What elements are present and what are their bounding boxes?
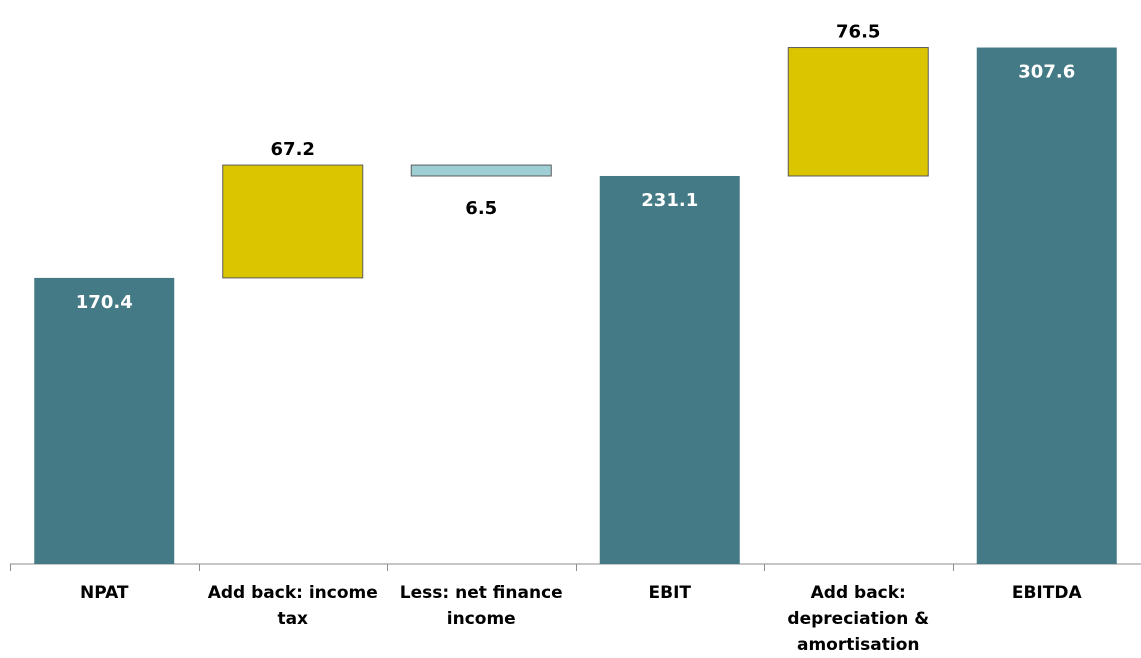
x-tick-label-line: EBIT xyxy=(648,583,692,603)
bar-increase xyxy=(222,164,364,279)
data-label: 307.6 xyxy=(1018,62,1075,83)
data-label: 6.5 xyxy=(465,198,497,219)
x-tick-label: EBIT xyxy=(575,580,765,606)
data-label: 231.1 xyxy=(641,190,698,211)
x-tick-label-line: Add back: income xyxy=(207,583,378,603)
x-tick-label-line: Less: net finance xyxy=(399,583,563,603)
x-tick-label: Add back: depreciation & amortisation xyxy=(763,580,953,658)
bar-decrease xyxy=(410,164,552,177)
data-label: 76.5 xyxy=(836,22,880,43)
x-tick-label-line: EBITDA xyxy=(1011,583,1082,603)
bar-total xyxy=(34,277,175,564)
x-tick-label: NPAT xyxy=(9,580,199,606)
x-tick-label: Less: net finance income xyxy=(386,580,576,632)
bar-total xyxy=(599,175,740,564)
bar-increase xyxy=(787,47,929,177)
x-tick-label: EBITDA xyxy=(952,580,1141,606)
x-tick-label-line: tax xyxy=(277,609,309,629)
x-tick-label-line: NPAT xyxy=(79,583,129,603)
x-tick-label-line: amortisation xyxy=(796,635,920,655)
bar-total xyxy=(976,47,1117,564)
x-tick-label: Add back: income tax xyxy=(198,580,388,632)
data-label: 67.2 xyxy=(271,139,315,160)
data-label: 170.4 xyxy=(76,292,133,313)
x-tick-label-line: Add back: xyxy=(810,583,906,603)
x-tick-label-line: income xyxy=(446,609,516,629)
x-tick-label-line: depreciation & xyxy=(787,609,930,629)
